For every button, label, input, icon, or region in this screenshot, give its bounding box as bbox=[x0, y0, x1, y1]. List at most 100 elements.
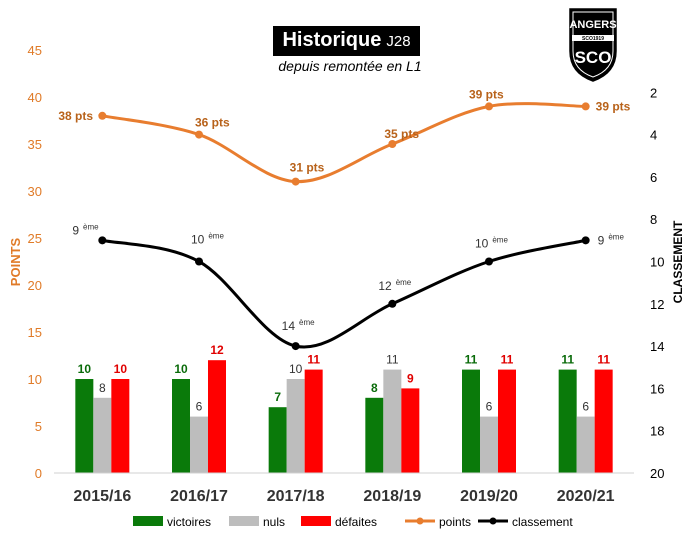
y-left-tick-label: 20 bbox=[28, 278, 42, 293]
point-label-suffix: ème bbox=[608, 232, 624, 241]
bar-nuls bbox=[93, 397, 112, 473]
y-right-tick-label: 18 bbox=[650, 424, 664, 439]
point-classement bbox=[581, 236, 590, 245]
logo-text: ANGERS bbox=[569, 19, 616, 31]
point-label-points: 36 pts bbox=[195, 116, 230, 130]
point-points bbox=[98, 111, 107, 120]
bar-nuls bbox=[576, 416, 595, 473]
point-classement bbox=[291, 342, 300, 351]
point-label-classement: 10 ème bbox=[191, 232, 224, 247]
y-left-tick-label: 30 bbox=[28, 184, 42, 199]
point-label-points: 39 pts bbox=[596, 99, 631, 113]
bar-défaites bbox=[498, 369, 516, 473]
x-tick-label: 2016/17 bbox=[170, 488, 228, 505]
x-tick-label: 2018/19 bbox=[363, 488, 421, 505]
y-left-tick-label: 5 bbox=[35, 419, 42, 434]
point-label-suffix: ème bbox=[396, 278, 412, 287]
y-left-tick-label: 15 bbox=[28, 325, 42, 340]
bar-label-défaites: 9 bbox=[407, 371, 414, 385]
point-label-suffix: ème bbox=[83, 222, 99, 231]
point-label-classement: 10 ème bbox=[475, 236, 508, 251]
legend-label-victoires: victoires bbox=[167, 515, 211, 529]
bar-label-défaites: 10 bbox=[114, 362, 128, 376]
point-classement bbox=[485, 257, 493, 266]
line-points bbox=[102, 102, 586, 184]
point-classement bbox=[195, 257, 203, 266]
bar-label-nuls: 6 bbox=[486, 400, 493, 414]
y-right-tick-label: 8 bbox=[650, 212, 657, 227]
bar-défaites bbox=[111, 379, 130, 473]
bar-nuls bbox=[383, 369, 402, 473]
bar-label-nuls: 10 bbox=[289, 362, 303, 376]
point-label-points: 39 pts bbox=[469, 87, 504, 101]
bar-label-nuls: 8 bbox=[99, 381, 106, 395]
point-label-points: 31 pts bbox=[290, 161, 325, 175]
legend-label-classement: classement bbox=[512, 515, 573, 529]
bar-victoires bbox=[268, 407, 287, 473]
point-label-points: 38 pts bbox=[58, 109, 93, 123]
bar-défaites bbox=[208, 360, 226, 473]
point-points bbox=[291, 177, 300, 186]
logo-ribbon: SCO1919 bbox=[582, 36, 604, 42]
chart-title-matchday: J28 bbox=[386, 33, 411, 50]
y-left-tick-label: 0 bbox=[35, 466, 42, 481]
bar-label-nuls: 6 bbox=[196, 400, 203, 414]
point-label-points: 35 pts bbox=[384, 127, 419, 141]
bar-nuls bbox=[480, 416, 498, 473]
point-label-classement: 14 ème bbox=[282, 318, 315, 333]
bar-label-nuls: 11 bbox=[386, 353, 399, 367]
bar-label-victoires: 7 bbox=[274, 390, 281, 404]
legend-swatch-nuls bbox=[229, 516, 259, 526]
legend-marker-points bbox=[416, 517, 424, 525]
bar-victoires bbox=[558, 369, 577, 473]
point-points bbox=[581, 102, 590, 111]
legend-swatch-victoires bbox=[133, 516, 163, 526]
x-tick-label: 2019/20 bbox=[460, 488, 518, 505]
bar-nuls bbox=[190, 416, 208, 473]
point-points bbox=[388, 140, 397, 148]
y-right-axis-title: CLASSEMENT bbox=[671, 220, 685, 303]
bar-label-nuls: 6 bbox=[582, 400, 589, 414]
legend-label-points: points bbox=[439, 515, 471, 529]
y-left-tick-label: 40 bbox=[28, 90, 42, 105]
bar-défaites bbox=[304, 369, 323, 473]
point-classement bbox=[388, 299, 397, 308]
legend-marker-classement bbox=[489, 517, 497, 525]
point-label-suffix: ème bbox=[208, 232, 224, 241]
chart-title-main: Historique bbox=[282, 29, 382, 51]
bar-label-défaites: 11 bbox=[501, 353, 514, 367]
point-label-suffix: ème bbox=[492, 236, 508, 245]
y-right-tick-label: 10 bbox=[650, 255, 664, 270]
point-classement bbox=[98, 236, 107, 245]
bar-victoires bbox=[365, 397, 384, 473]
x-tick-label: 2020/21 bbox=[557, 488, 615, 505]
logo-monogram: SCO bbox=[575, 48, 612, 67]
y-right-tick-label: 2 bbox=[650, 85, 657, 100]
y-left-tick-label: 35 bbox=[28, 137, 42, 152]
bar-défaites bbox=[594, 369, 613, 473]
point-points bbox=[195, 130, 203, 139]
y-right-tick-label: 6 bbox=[650, 170, 657, 185]
bar-label-victoires: 11 bbox=[561, 353, 574, 367]
line-classement bbox=[102, 238, 586, 349]
point-label-classement: 12 ème bbox=[378, 278, 411, 293]
bar-victoires bbox=[172, 379, 190, 473]
point-label-suffix: ème bbox=[299, 318, 315, 327]
y-right-tick-label: 14 bbox=[650, 339, 664, 354]
bar-nuls bbox=[286, 379, 305, 473]
chart-title: Historique J28 bbox=[273, 26, 420, 56]
x-tick-label: 2015/16 bbox=[73, 488, 131, 505]
point-label-classement: 9 ème bbox=[72, 222, 99, 237]
chart-subtitle: depuis remontée en L1 bbox=[278, 58, 422, 74]
bar-label-victoires: 10 bbox=[78, 362, 92, 376]
club-logo: ANGERS SCO1919 SCO bbox=[569, 8, 617, 82]
y-left-tick-label: 25 bbox=[28, 231, 42, 246]
y-right-tick-label: 16 bbox=[650, 381, 664, 396]
bar-label-défaites: 11 bbox=[307, 353, 320, 367]
bar-label-victoires: 10 bbox=[174, 362, 188, 376]
point-label-classement: 9 ème bbox=[598, 232, 625, 247]
bar-label-victoires: 8 bbox=[371, 381, 378, 395]
y-right-tick-label: 4 bbox=[650, 128, 657, 143]
y-right-tick-label: 12 bbox=[650, 297, 664, 312]
